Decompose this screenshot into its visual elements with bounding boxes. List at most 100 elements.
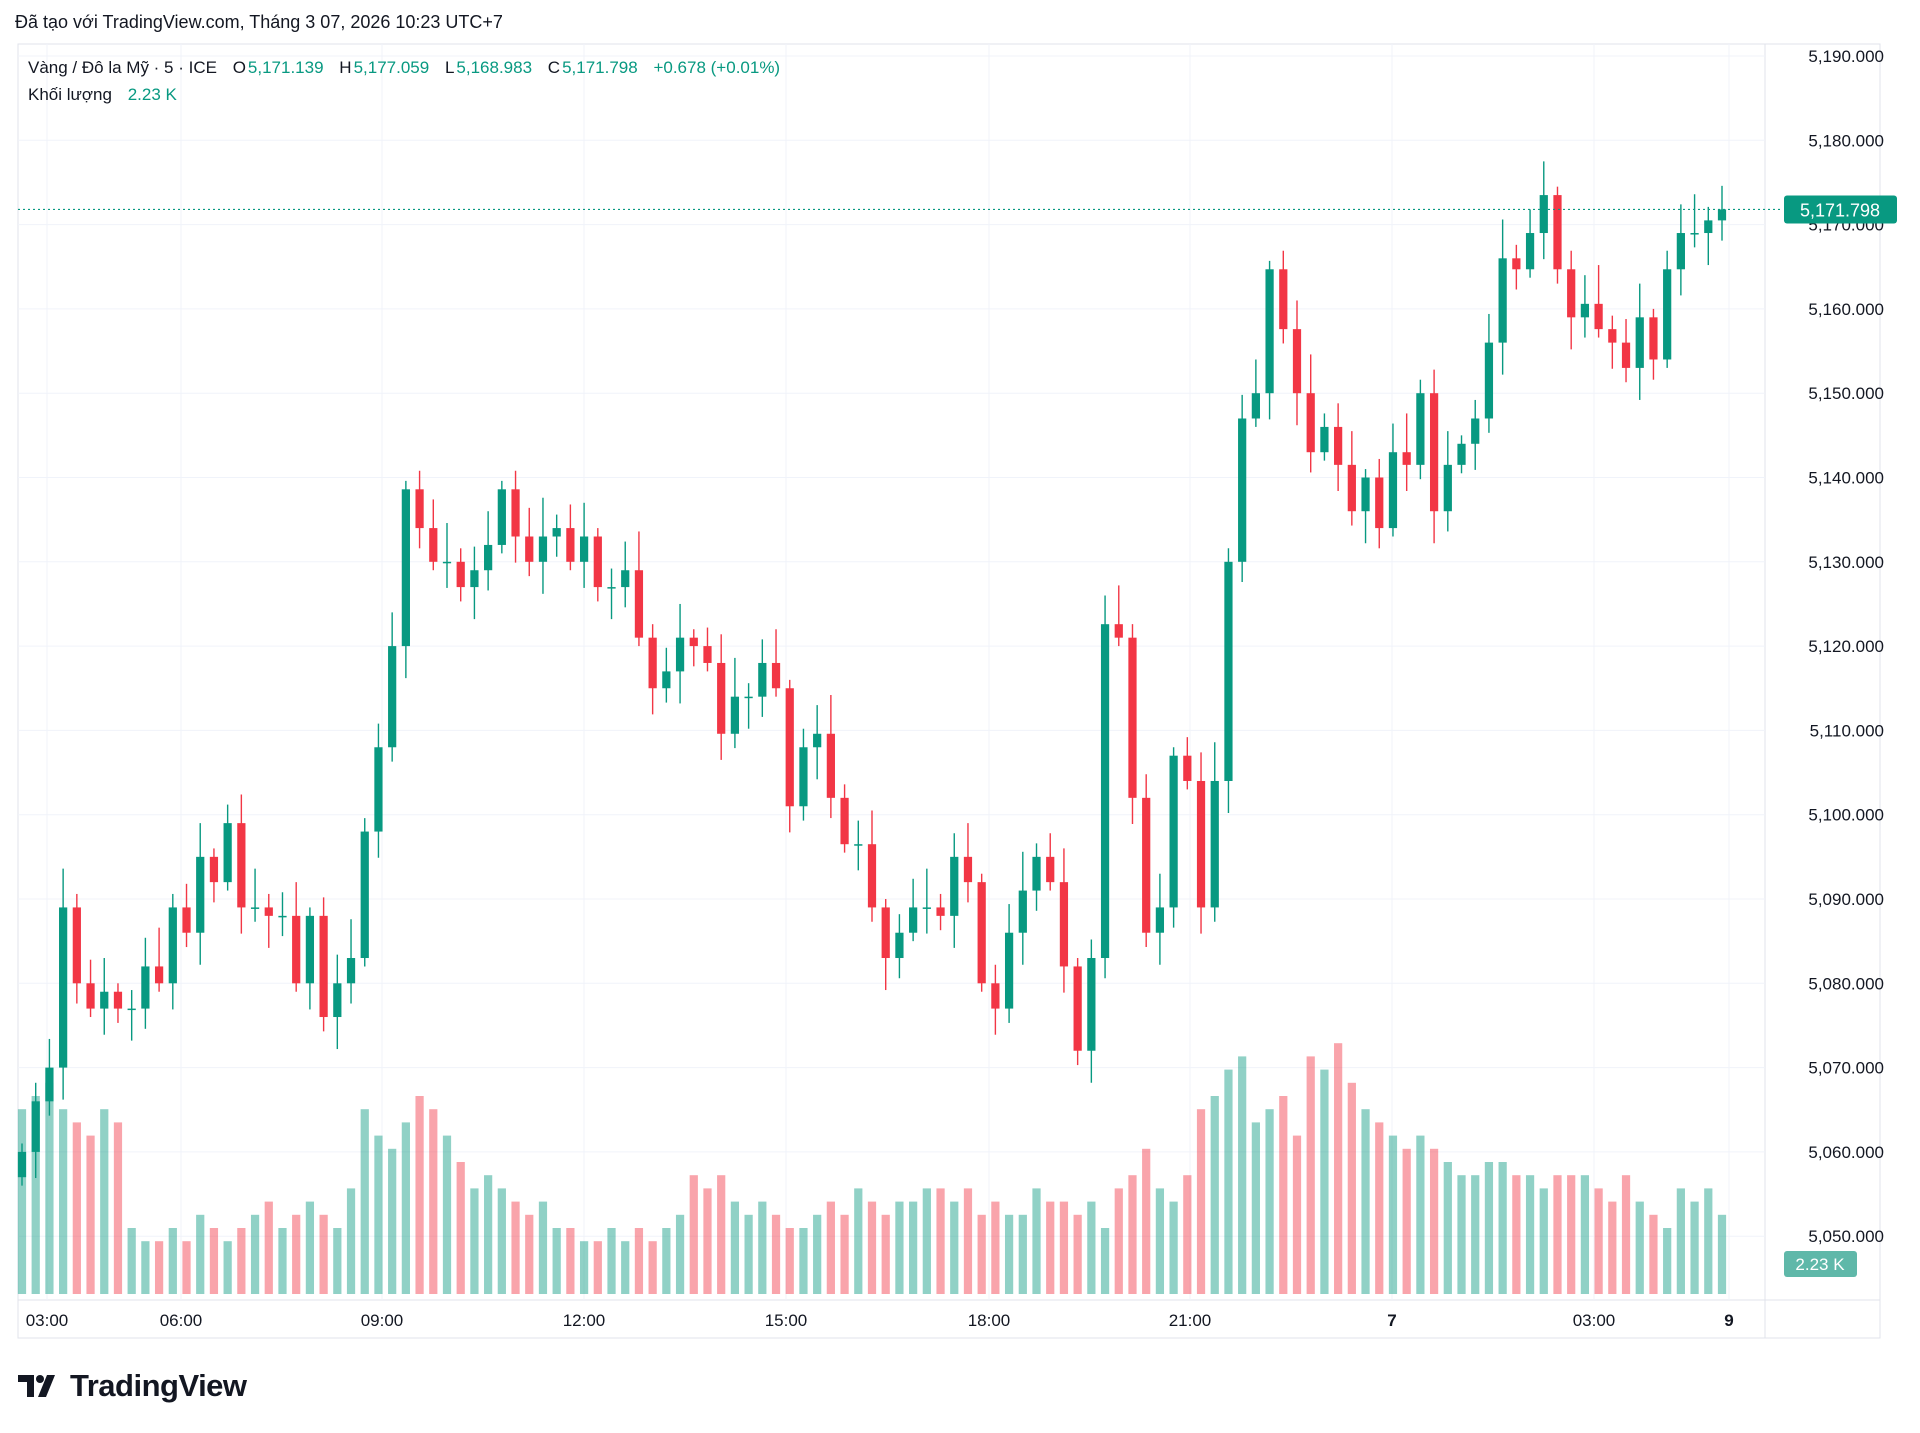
- candle-body: [867, 844, 877, 908]
- volume-bar: [1018, 1214, 1027, 1294]
- volume-bar: [1375, 1122, 1384, 1294]
- volume-bar: [470, 1188, 479, 1294]
- time-tick-label: 21:00: [1169, 1311, 1212, 1330]
- symbol-name[interactable]: Vàng / Đô la Mỹ · 5 · ICE: [28, 58, 217, 77]
- candle-body: [1621, 342, 1631, 368]
- candle-body: [1155, 907, 1165, 933]
- volume-bar: [1567, 1175, 1576, 1294]
- candle-body: [1676, 233, 1685, 270]
- volume-bar: [689, 1175, 698, 1294]
- candle-body: [538, 536, 548, 562]
- volume-bar: [1388, 1135, 1398, 1294]
- volume-bar: [442, 1135, 452, 1294]
- candle-body: [72, 907, 81, 984]
- volume-bar: [141, 1241, 150, 1294]
- volume-bar: [305, 1201, 315, 1294]
- candle-body: [1663, 269, 1672, 360]
- candle-body: [264, 907, 273, 916]
- candle-body: [1484, 342, 1494, 419]
- candle-body: [703, 646, 712, 663]
- volume-bar: [593, 1241, 602, 1294]
- candle-body: [771, 662, 781, 689]
- volume-row: Khối lượng 2.23 K: [28, 81, 782, 108]
- volume-bar: [86, 1135, 95, 1294]
- candle-body: [401, 489, 410, 647]
- volume-label[interactable]: Khối lượng: [28, 85, 112, 104]
- volume-bar: [264, 1201, 273, 1294]
- volume-bar: [566, 1228, 575, 1294]
- volume-bar: [196, 1214, 205, 1294]
- candle-body: [1004, 932, 1014, 1009]
- volume-bar: [182, 1241, 191, 1294]
- volume-bar: [1717, 1214, 1727, 1294]
- volume-bars: [17, 1043, 1727, 1294]
- candle-body: [497, 489, 506, 545]
- volume-bar: [1142, 1148, 1151, 1294]
- candle-body: [717, 662, 726, 734]
- volume-bar: [1251, 1122, 1260, 1294]
- volume-bar: [388, 1148, 397, 1294]
- volume-bar: [319, 1214, 328, 1294]
- candle-body: [1059, 882, 1069, 967]
- price-tick-label: 5,060.000: [1808, 1143, 1884, 1162]
- volume-bar: [168, 1228, 177, 1294]
- time-tick-label: 15:00: [765, 1311, 808, 1330]
- volume-bar: [1649, 1214, 1658, 1294]
- volume-bar: [1059, 1201, 1069, 1294]
- volume-bar: [113, 1122, 123, 1294]
- volume-bar: [346, 1188, 356, 1294]
- candle-body: [785, 688, 794, 807]
- candle-body: [415, 489, 424, 529]
- price-tick-label: 5,120.000: [1808, 637, 1884, 656]
- volume-bar: [1183, 1175, 1192, 1294]
- volume-bar: [278, 1228, 287, 1294]
- volume-bar: [1306, 1056, 1315, 1294]
- candle-body: [250, 907, 260, 909]
- candle-body: [17, 1151, 27, 1178]
- volume-bar: [552, 1228, 561, 1294]
- candle-body: [45, 1067, 54, 1102]
- volume-bar: [429, 1109, 438, 1294]
- candle-body: [1279, 269, 1288, 330]
- candle-body: [963, 856, 973, 883]
- candle-body: [1087, 958, 1096, 1051]
- candle-body: [566, 528, 575, 562]
- candle-body: [662, 671, 671, 689]
- candle-body: [854, 844, 863, 846]
- price-tick-label: 5,080.000: [1808, 974, 1884, 993]
- candle-body: [744, 696, 753, 699]
- volume-bar: [1676, 1188, 1685, 1294]
- volume-bar: [1320, 1069, 1329, 1294]
- volume-bar: [360, 1109, 369, 1294]
- volume-bar: [538, 1201, 548, 1294]
- candle-body: [154, 966, 164, 984]
- last-price-label: 5,171.798: [1800, 200, 1880, 220]
- volume-bar: [1457, 1175, 1466, 1294]
- candle-body: [1608, 329, 1617, 343]
- candle-body: [593, 536, 602, 588]
- volume-bar: [1334, 1043, 1343, 1294]
- time-tick-label: 03:00: [1573, 1311, 1616, 1330]
- candle-body: [1690, 233, 1699, 235]
- time-tick-label: 9: [1724, 1311, 1733, 1330]
- volume-bar: [717, 1175, 726, 1294]
- volume-bar: [648, 1241, 657, 1294]
- candle-body: [675, 637, 685, 672]
- candle-body: [1498, 258, 1507, 343]
- volume-bar: [333, 1228, 342, 1294]
- volume-bar: [1484, 1162, 1494, 1294]
- volume-bar: [799, 1228, 808, 1294]
- tradingview-logo[interactable]: TradingView: [18, 1368, 247, 1404]
- candle-body: [1292, 329, 1302, 394]
- candle-body: [388, 646, 397, 748]
- high-value: 5,177.059: [353, 58, 430, 77]
- candle-body: [758, 662, 767, 697]
- candle-body: [1512, 258, 1521, 270]
- candle-body: [346, 958, 356, 984]
- volume-bar: [1635, 1201, 1644, 1294]
- volume-bar: [223, 1241, 232, 1294]
- volume-bar: [1539, 1188, 1548, 1294]
- time-tick-label: 06:00: [160, 1311, 203, 1330]
- volume-bar: [1004, 1214, 1014, 1294]
